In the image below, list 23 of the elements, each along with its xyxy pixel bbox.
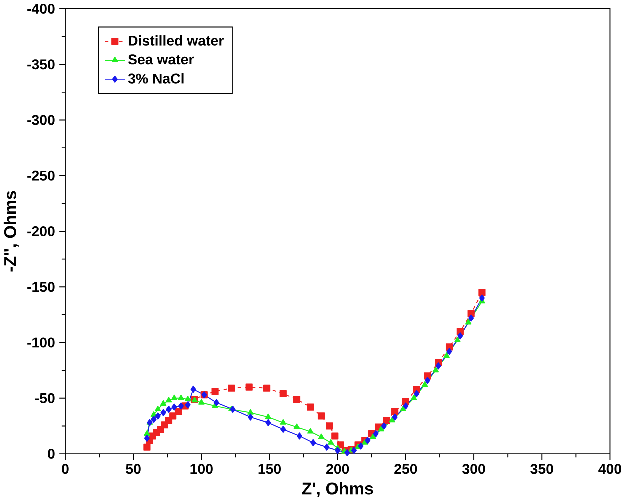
x-tick-label: 0 bbox=[62, 464, 69, 474]
x-tick-label: 50 bbox=[126, 464, 141, 474]
x-tick-label: 150 bbox=[258, 464, 282, 474]
legend-label: Sea water bbox=[128, 54, 194, 65]
y-axis-title: -Z", Ohms bbox=[4, 191, 19, 272]
x-axis-title: Z', Ohms bbox=[302, 482, 374, 498]
y-tick-label: -50 bbox=[35, 393, 55, 404]
x-tick-label: 300 bbox=[462, 464, 486, 474]
legend-label: Distilled water bbox=[128, 35, 224, 46]
x-tick-label: 250 bbox=[394, 464, 418, 474]
x-tick-label: 200 bbox=[326, 464, 350, 474]
y-tick-label: 0 bbox=[48, 448, 55, 459]
y-tick-label: -350 bbox=[28, 59, 55, 70]
x-tick-label: 400 bbox=[598, 464, 622, 474]
y-tick-label: -100 bbox=[28, 338, 55, 348]
x-tick-label: 100 bbox=[190, 464, 213, 474]
y-tick-label: -300 bbox=[28, 115, 55, 126]
y-tick-label: -400 bbox=[28, 4, 55, 14]
legend-label: 3% NaCl bbox=[128, 73, 184, 84]
x-tick-label: 350 bbox=[530, 464, 554, 474]
y-tick-label: -150 bbox=[28, 282, 55, 292]
y-tick-label: -200 bbox=[28, 226, 55, 236]
y-tick-label: -250 bbox=[28, 170, 55, 181]
